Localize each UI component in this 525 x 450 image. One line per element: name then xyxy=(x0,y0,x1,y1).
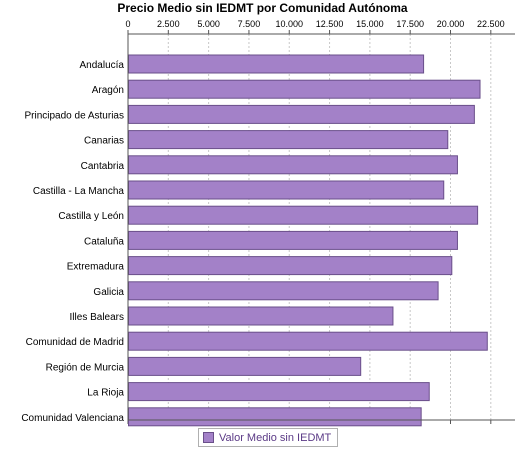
x-tick-label: 5.000 xyxy=(197,19,220,29)
x-tick-label: 10.000 xyxy=(275,19,303,29)
category-label: Canarias xyxy=(84,136,124,147)
category-labels: Andalucía Aragón Principado de Asturias Can… xyxy=(21,60,124,424)
x-tick-label: 22.500 xyxy=(477,19,505,29)
bar xyxy=(128,281,439,301)
bar xyxy=(128,180,445,200)
legend-label: Valor Medio sin IEDMT xyxy=(219,431,332,444)
bar xyxy=(128,54,425,74)
x-tick-label: 17.500 xyxy=(396,19,424,29)
legend: Valor Medio sin IEDMT xyxy=(198,428,339,447)
category-label: Castilla y León xyxy=(58,211,124,222)
legend-swatch xyxy=(203,432,214,443)
x-tick-label: 0 xyxy=(125,19,130,29)
category-label: Cataluña xyxy=(84,236,124,247)
bar xyxy=(128,130,449,150)
x-tick-label: 20.000 xyxy=(437,19,465,29)
category-label: Cantabria xyxy=(81,161,125,172)
x-tick-label: 2.500 xyxy=(157,19,180,29)
category-label: Castilla - La Mancha xyxy=(33,186,125,197)
bar xyxy=(128,205,479,225)
category-label: Comunidad Valenciana xyxy=(21,413,124,424)
category-label: Región de Murcia xyxy=(46,362,125,373)
grid-lines xyxy=(167,34,492,420)
bars xyxy=(128,54,488,427)
category-label: Galicia xyxy=(93,287,124,298)
chart-title: Precio Medio sin IEDMT por Comunidad Aut… xyxy=(117,1,408,15)
category-label: Aragón xyxy=(92,85,124,96)
category-label: Andalucía xyxy=(80,60,125,71)
category-label: Comunidad de Madrid xyxy=(26,337,124,348)
bar xyxy=(128,256,453,276)
bar xyxy=(128,104,475,124)
bar xyxy=(128,79,481,99)
bar xyxy=(128,382,430,402)
bar xyxy=(128,331,488,351)
category-label: Illes Balears xyxy=(70,312,124,323)
bar xyxy=(128,306,394,326)
bar xyxy=(128,407,422,427)
x-tick-label: 7.500 xyxy=(238,19,261,29)
bar xyxy=(128,356,362,376)
category-label: Extremadura xyxy=(67,262,125,273)
bar xyxy=(128,155,458,175)
x-tick-label: 12.500 xyxy=(316,19,344,29)
x-tick-label: 15.000 xyxy=(356,19,384,29)
bar xyxy=(128,230,458,250)
category-label: La Rioja xyxy=(87,388,124,399)
axes xyxy=(127,33,515,421)
category-label: Principado de Asturias xyxy=(24,110,124,121)
